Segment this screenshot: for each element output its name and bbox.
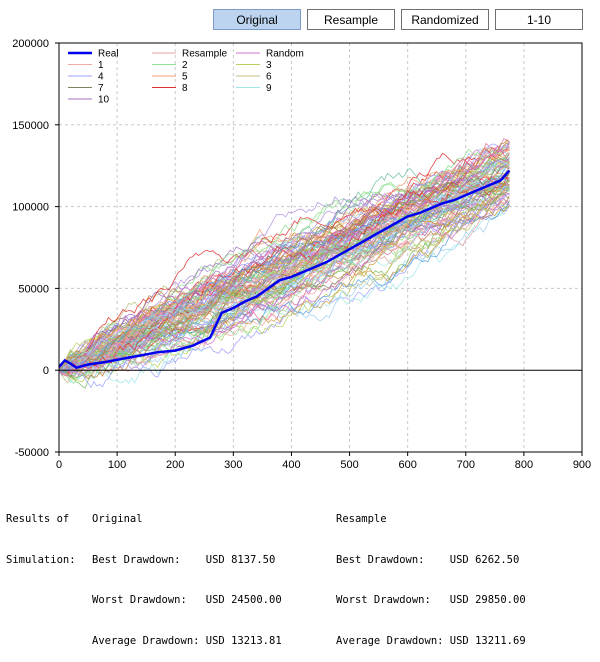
simulation-line: [58, 182, 510, 373]
original-results: Original Best Drawdown: USD 8137.50 Wors…: [92, 486, 282, 662]
simulation-line: [58, 162, 510, 371]
simulation-line: [58, 155, 510, 371]
simulation-line: [58, 198, 510, 371]
legend-label: 3: [266, 60, 272, 71]
resample-best-drawdown: Best Drawdown: USD 6262.50: [336, 553, 520, 566]
x-tick-label: 100: [108, 459, 126, 471]
legend-label: 5: [182, 72, 188, 83]
legend-label: 9: [266, 83, 272, 94]
simulation-line: [58, 160, 510, 372]
y-tick-label: 100000: [12, 202, 49, 214]
simulation-line: [58, 145, 510, 377]
x-tick-label: 700: [457, 459, 475, 471]
x-tick-label: 800: [515, 459, 533, 471]
legend-label: 10: [98, 95, 110, 106]
legend-label: 8: [182, 83, 188, 94]
resample-worst-drawdown: Worst Drawdown: USD 29850.00: [336, 594, 526, 606]
x-tick-label: 400: [282, 459, 300, 471]
original-average-drawdown: Average Drawdown: USD 13213.81: [92, 634, 282, 647]
real-line: [58, 169, 511, 370]
simulation-line: [58, 202, 510, 385]
original-button[interactable]: Original: [213, 9, 301, 30]
original-best-drawdown: Best Drawdown: USD 8137.50: [92, 553, 276, 566]
results-heading-line2: Simulation:: [6, 553, 76, 566]
chart-legend: Real Resample Random 1 2 3 4 5 6 7 8 9 10: [68, 49, 304, 106]
x-tick-label: 600: [398, 459, 416, 471]
legend-label: 7: [98, 83, 104, 94]
x-tick-label: 500: [340, 459, 358, 471]
y-tick-label: 0: [43, 365, 49, 377]
y-tick-label: 50000: [18, 283, 49, 295]
x-tick-label: 0: [56, 459, 62, 471]
simulation-line: [58, 159, 510, 372]
y-tick-label: 200000: [12, 38, 49, 50]
range-1-10-button[interactable]: 1-10: [495, 9, 583, 30]
original-worst-drawdown: Worst Drawdown: USD 24500.00: [92, 594, 282, 606]
simulation-line: [58, 200, 510, 371]
resample-title: Resample: [336, 513, 387, 525]
simulation-line: [58, 186, 510, 371]
legend-label: Real: [98, 49, 119, 60]
legend-label: Resample: [182, 49, 227, 60]
x-tick-label: 900: [573, 459, 591, 471]
real-equity-line: [58, 169, 511, 370]
simulation-line: [58, 165, 510, 378]
simulation-lines: [58, 138, 510, 389]
y-tick-label: -50000: [15, 447, 49, 459]
y-tick-label: 150000: [12, 120, 49, 132]
results-heading: Results of Simulation:: [6, 486, 76, 581]
plot-frame: [58, 42, 583, 453]
legend-label: 2: [182, 60, 188, 71]
legend-label: 6: [266, 72, 272, 83]
simulation-line: [58, 201, 510, 379]
resample-button[interactable]: Resample: [307, 9, 395, 30]
legend-label: 1: [98, 60, 104, 71]
resample-average-drawdown: Average Drawdown: USD 13211.69: [336, 634, 526, 647]
x-tick-label: 300: [224, 459, 242, 471]
simulation-line: [58, 146, 510, 372]
legend-label: Random: [266, 49, 304, 60]
equity-chart: 0 100 200 300 400 500 600 700 800 900200000150000…: [12, 38, 591, 471]
simulation-line: [58, 180, 510, 371]
x-tick-label: 200: [166, 459, 184, 471]
resample-results: Resample Best Drawdown: USD 6262.50 Wors…: [336, 486, 526, 662]
chart-axes: 0 100 200 300 400 500 600 700 800 900200000150000…: [12, 38, 591, 471]
original-title: Original: [92, 513, 143, 525]
simulation-line: [58, 155, 510, 371]
results-heading-line1: Results of: [6, 513, 70, 525]
randomized-button[interactable]: Randomized: [401, 9, 489, 30]
legend-label: 4: [98, 72, 104, 83]
